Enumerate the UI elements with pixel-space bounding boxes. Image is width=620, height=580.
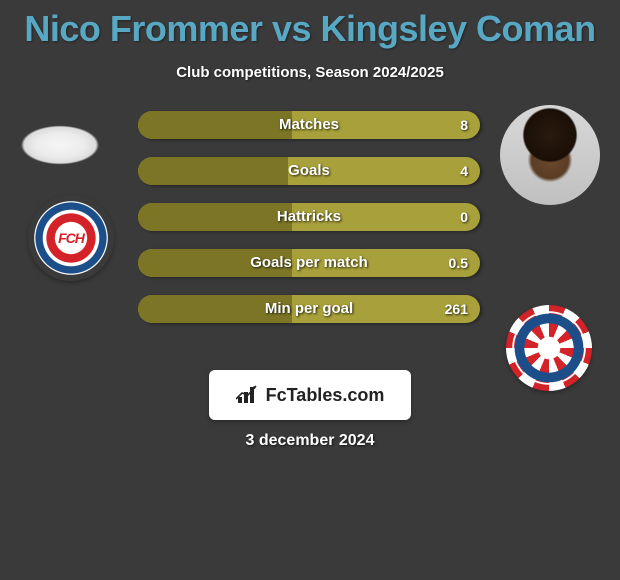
bayern-crest-icon [506, 305, 592, 391]
stat-label: Hattricks [138, 203, 480, 231]
stat-value: 0 [460, 203, 468, 231]
brand-text: FcTables.com [266, 385, 385, 406]
stats-column: Matches 8 Goals 4 Hattricks 0 Goals per … [138, 111, 480, 341]
club-left-crest [28, 195, 114, 281]
stat-value: 8 [460, 111, 468, 139]
stat-row: Hattricks 0 [138, 203, 480, 231]
avatar-photo [500, 105, 600, 205]
stat-value: 0.5 [449, 249, 468, 277]
stat-label: Goals [138, 157, 480, 185]
club-right-crest [506, 305, 592, 391]
player-left-avatar [10, 105, 110, 205]
stat-value: 261 [445, 295, 468, 323]
heidenheim-crest-icon [28, 195, 114, 281]
page-title: Nico Frommer vs Kingsley Coman [0, 0, 620, 50]
stat-label: Min per goal [138, 295, 480, 323]
brand-badge: FcTables.com [209, 370, 411, 420]
stat-label: Goals per match [138, 249, 480, 277]
date-text: 3 december 2024 [0, 432, 620, 450]
stat-row: Min per goal 261 [138, 295, 480, 323]
subtitle: Club competitions, Season 2024/2025 [0, 64, 620, 81]
stat-row: Matches 8 [138, 111, 480, 139]
stat-label: Matches [138, 111, 480, 139]
stat-value: 4 [460, 157, 468, 185]
player-right-avatar [500, 105, 600, 205]
stat-row: Goals per match 0.5 [138, 249, 480, 277]
avatar-placeholder [10, 105, 110, 205]
stat-row: Goals 4 [138, 157, 480, 185]
bar-chart-icon [236, 385, 260, 405]
